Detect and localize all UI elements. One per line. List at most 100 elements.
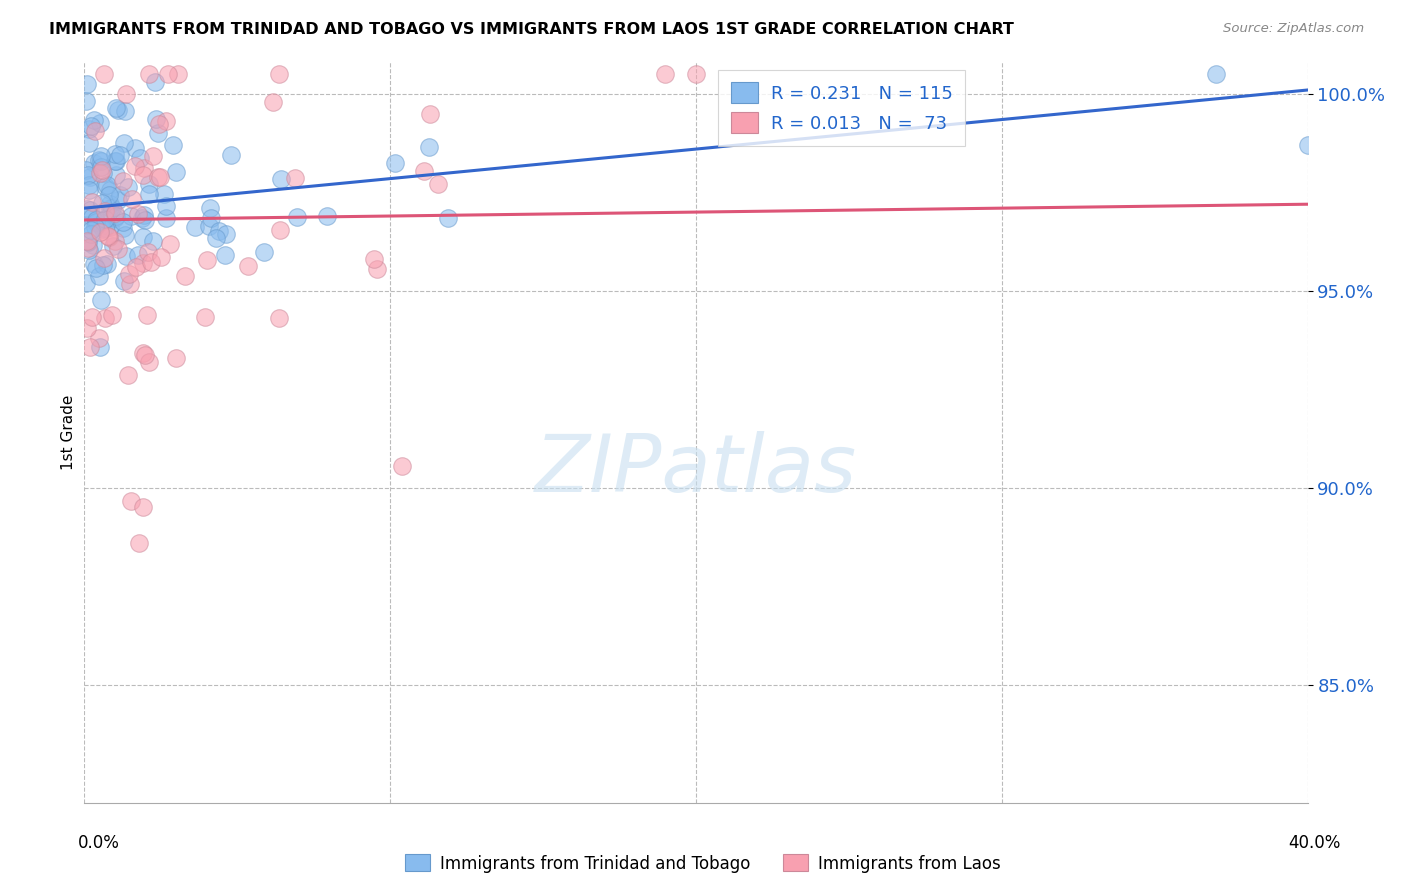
Point bbox=[194, 310, 217, 325]
Point bbox=[94, 179, 117, 194]
Point bbox=[96, 211, 118, 226]
Point bbox=[76, 320, 98, 334]
Y-axis label: 1st Grade: 1st Grade bbox=[60, 395, 76, 470]
Legend: R = 0.231   N = 115, R = 0.013   N =  73: R = 0.231 N = 115, R = 0.013 N = 73 bbox=[718, 70, 965, 146]
Point bbox=[262, 95, 284, 109]
Point bbox=[84, 260, 107, 275]
Point bbox=[159, 236, 181, 251]
Point bbox=[83, 257, 105, 271]
Point bbox=[208, 223, 231, 237]
Point bbox=[418, 139, 440, 153]
Point bbox=[285, 210, 308, 224]
Point bbox=[79, 227, 101, 241]
Point bbox=[391, 458, 413, 473]
Point bbox=[112, 136, 135, 150]
Point bbox=[96, 178, 118, 192]
Point bbox=[90, 154, 112, 169]
Point bbox=[98, 201, 121, 215]
Point bbox=[114, 227, 136, 242]
Point bbox=[77, 178, 100, 193]
Point bbox=[104, 168, 127, 182]
Point bbox=[108, 187, 131, 202]
Text: IMMIGRANTS FROM TRINIDAD AND TOBAGO VS IMMIGRANTS FROM LAOS 1ST GRADE CORRELATIO: IMMIGRANTS FROM TRINIDAD AND TOBAGO VS I… bbox=[49, 22, 1014, 37]
Point bbox=[79, 183, 101, 197]
Point bbox=[84, 124, 107, 138]
Point bbox=[91, 166, 114, 180]
Point bbox=[128, 536, 150, 550]
Point bbox=[132, 168, 155, 182]
Point bbox=[174, 269, 197, 284]
Point bbox=[1205, 67, 1227, 81]
Point bbox=[127, 207, 149, 221]
Point bbox=[165, 351, 187, 365]
Point bbox=[82, 237, 104, 252]
Point bbox=[89, 341, 111, 355]
Point bbox=[124, 141, 146, 155]
Point bbox=[148, 126, 170, 140]
Point bbox=[131, 211, 153, 226]
Point bbox=[76, 234, 98, 248]
Point bbox=[90, 219, 112, 233]
Point bbox=[76, 235, 98, 250]
Point bbox=[236, 259, 259, 273]
Point bbox=[115, 87, 138, 101]
Point bbox=[155, 199, 177, 213]
Point bbox=[104, 234, 127, 248]
Point bbox=[79, 122, 101, 136]
Point bbox=[108, 148, 131, 162]
Point bbox=[1296, 137, 1319, 152]
Point bbox=[132, 208, 155, 222]
Point bbox=[135, 308, 157, 322]
Point bbox=[128, 151, 150, 165]
Point bbox=[117, 179, 139, 194]
Point bbox=[138, 67, 160, 81]
Point bbox=[148, 116, 170, 130]
Point bbox=[267, 311, 290, 326]
Point bbox=[89, 226, 111, 240]
Point bbox=[419, 106, 441, 120]
Point bbox=[104, 154, 127, 169]
Point bbox=[685, 67, 707, 81]
Point bbox=[80, 210, 103, 224]
Point bbox=[105, 209, 128, 223]
Point bbox=[107, 242, 129, 256]
Point bbox=[89, 116, 111, 130]
Point bbox=[105, 154, 128, 169]
Point bbox=[138, 355, 160, 369]
Point bbox=[96, 256, 118, 270]
Point bbox=[104, 211, 127, 225]
Point bbox=[107, 103, 129, 118]
Point bbox=[155, 211, 177, 225]
Point bbox=[100, 197, 122, 211]
Point bbox=[134, 213, 156, 227]
Point bbox=[101, 238, 124, 252]
Point bbox=[89, 166, 111, 180]
Point bbox=[162, 138, 184, 153]
Point bbox=[384, 156, 406, 170]
Point bbox=[118, 267, 141, 281]
Point bbox=[98, 230, 121, 244]
Point bbox=[75, 95, 97, 109]
Point bbox=[94, 204, 117, 219]
Point bbox=[77, 136, 100, 151]
Point bbox=[80, 119, 103, 133]
Legend: Immigrants from Trinidad and Tobago, Immigrants from Laos: Immigrants from Trinidad and Tobago, Imm… bbox=[398, 847, 1008, 880]
Point bbox=[111, 221, 134, 235]
Point bbox=[97, 229, 120, 244]
Point bbox=[125, 260, 148, 275]
Point bbox=[155, 113, 177, 128]
Point bbox=[114, 103, 136, 118]
Point bbox=[363, 252, 385, 266]
Point bbox=[183, 219, 205, 234]
Point bbox=[90, 149, 112, 163]
Point bbox=[84, 215, 107, 229]
Point bbox=[115, 249, 138, 263]
Point bbox=[91, 258, 114, 272]
Point bbox=[93, 252, 115, 266]
Point bbox=[75, 276, 97, 290]
Point bbox=[107, 193, 129, 207]
Point bbox=[98, 220, 121, 235]
Point bbox=[94, 220, 117, 235]
Point bbox=[142, 149, 165, 163]
Point bbox=[132, 256, 155, 270]
